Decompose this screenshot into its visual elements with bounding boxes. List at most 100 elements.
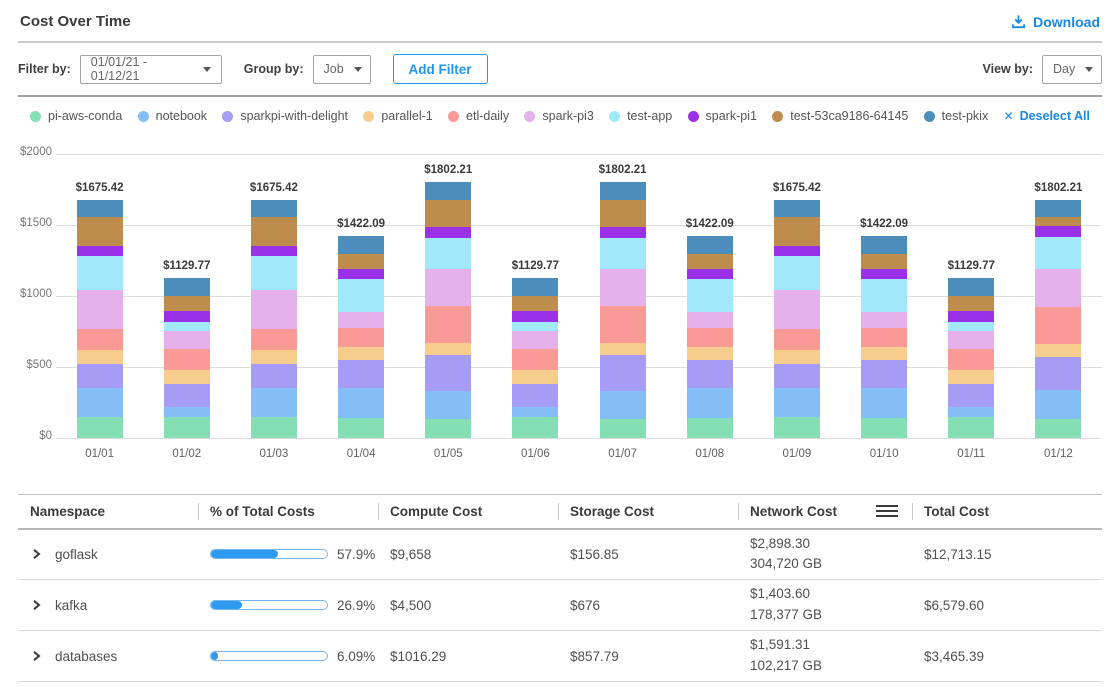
- legend-item-etl-daily[interactable]: etl-daily: [448, 109, 509, 123]
- bar-segment-spark-pi3[interactable]: [948, 331, 994, 349]
- bar-segment-etl-daily[interactable]: [861, 328, 907, 347]
- bar-segment-spark-pi3[interactable]: [512, 331, 558, 349]
- bar-segment-test-53ca9186-64145[interactable]: [338, 254, 384, 268]
- bar-segment-notebook[interactable]: [861, 388, 907, 418]
- bar-segment-spark-pi3[interactable]: [1035, 269, 1081, 307]
- legend-item-parallel-1[interactable]: parallel-1: [363, 109, 432, 123]
- bar-segment-test-app[interactable]: [774, 256, 820, 290]
- bar-segment-notebook[interactable]: [948, 407, 994, 416]
- bar-segment-parallel-1[interactable]: [512, 370, 558, 383]
- bar-segment-test-pkix[interactable]: [512, 278, 558, 296]
- bar-segment-spark-pi3[interactable]: [164, 331, 210, 349]
- bar-segment-sparkpi-with-delight[interactable]: [77, 364, 123, 387]
- bar-segment-test-app[interactable]: [251, 256, 297, 290]
- bar-segment-notebook[interactable]: [251, 388, 297, 418]
- bar-segment-pi-aws-conda[interactable]: [1035, 419, 1081, 438]
- bar-segment-test-app[interactable]: [687, 279, 733, 311]
- bar-segment-test-53ca9186-64145[interactable]: [1035, 217, 1081, 226]
- bar-segment-parallel-1[interactable]: [77, 350, 123, 365]
- bar-segment-parallel-1[interactable]: [1035, 344, 1081, 357]
- bar-segment-notebook[interactable]: [338, 388, 384, 418]
- bar-segment-test-pkix[interactable]: [861, 236, 907, 254]
- bar-segment-spark-pi1[interactable]: [251, 246, 297, 256]
- bar-segment-etl-daily[interactable]: [948, 349, 994, 370]
- bar-segment-parallel-1[interactable]: [861, 347, 907, 361]
- stacked-bar-01/02[interactable]: [164, 278, 210, 438]
- bar-segment-pi-aws-conda[interactable]: [338, 418, 384, 438]
- bar-segment-test-pkix[interactable]: [425, 182, 471, 200]
- bar-segment-sparkpi-with-delight[interactable]: [687, 360, 733, 388]
- bar-segment-parallel-1[interactable]: [600, 343, 646, 355]
- stacked-bar-01/06[interactable]: [512, 278, 558, 438]
- bar-segment-sparkpi-with-delight[interactable]: [774, 364, 820, 387]
- bar-segment-notebook[interactable]: [77, 388, 123, 418]
- bar-segment-test-53ca9186-64145[interactable]: [861, 254, 907, 268]
- menu-icon[interactable]: [874, 504, 900, 518]
- expand-chevron-right-icon[interactable]: [30, 548, 42, 560]
- stacked-bar-01/07[interactable]: [600, 182, 646, 438]
- bar-segment-spark-pi1[interactable]: [338, 269, 384, 279]
- bar-segment-spark-pi1[interactable]: [687, 269, 733, 279]
- bar-segment-spark-pi3[interactable]: [600, 269, 646, 306]
- bar-segment-etl-daily[interactable]: [512, 349, 558, 370]
- bar-segment-test-pkix[interactable]: [948, 278, 994, 296]
- bar-segment-spark-pi1[interactable]: [861, 269, 907, 279]
- deselect-all-button[interactable]: ✕ Deselect All: [1004, 109, 1090, 123]
- bar-segment-etl-daily[interactable]: [338, 328, 384, 347]
- stacked-bar-01/04[interactable]: [338, 236, 384, 438]
- bar-segment-notebook[interactable]: [164, 407, 210, 416]
- bar-segment-test-pkix[interactable]: [164, 278, 210, 296]
- expand-chevron-right-icon[interactable]: [30, 650, 42, 662]
- bar-segment-test-pkix[interactable]: [251, 200, 297, 217]
- bar-segment-parallel-1[interactable]: [687, 347, 733, 361]
- bar-segment-sparkpi-with-delight[interactable]: [164, 384, 210, 408]
- bar-segment-notebook[interactable]: [512, 407, 558, 416]
- bar-segment-parallel-1[interactable]: [338, 347, 384, 361]
- bar-segment-spark-pi1[interactable]: [425, 227, 471, 238]
- bar-segment-spark-pi1[interactable]: [512, 311, 558, 322]
- bar-segment-pi-aws-conda[interactable]: [600, 419, 646, 438]
- legend-item-sparkpi-with-delight[interactable]: sparkpi-with-delight: [222, 109, 348, 123]
- stacked-bar-01/05[interactable]: [425, 182, 471, 438]
- bar-segment-sparkpi-with-delight[interactable]: [425, 355, 471, 391]
- bar-segment-test-53ca9186-64145[interactable]: [164, 296, 210, 311]
- bar-segment-pi-aws-conda[interactable]: [425, 419, 471, 438]
- bar-segment-pi-aws-conda[interactable]: [687, 418, 733, 438]
- stacked-bar-01/12[interactable]: [1035, 200, 1081, 438]
- bar-segment-test-53ca9186-64145[interactable]: [948, 296, 994, 311]
- stacked-bar-01/01[interactable]: [77, 200, 123, 438]
- bar-segment-test-53ca9186-64145[interactable]: [687, 254, 733, 268]
- legend-item-test-pkix[interactable]: test-pkix: [924, 109, 989, 123]
- legend-item-spark-pi3[interactable]: spark-pi3: [524, 109, 593, 123]
- bar-segment-test-53ca9186-64145[interactable]: [512, 296, 558, 311]
- bar-segment-spark-pi1[interactable]: [1035, 226, 1081, 236]
- legend-item-spark-pi1[interactable]: spark-pi1: [688, 109, 757, 123]
- bar-segment-spark-pi3[interactable]: [774, 290, 820, 330]
- bar-segment-test-pkix[interactable]: [600, 182, 646, 200]
- bar-segment-spark-pi1[interactable]: [77, 246, 123, 256]
- bar-segment-pi-aws-conda[interactable]: [512, 417, 558, 438]
- bar-segment-test-app[interactable]: [1035, 237, 1081, 269]
- bar-segment-etl-daily[interactable]: [77, 329, 123, 349]
- stacked-bar-01/03[interactable]: [251, 200, 297, 438]
- stacked-bar-01/10[interactable]: [861, 236, 907, 438]
- bar-segment-sparkpi-with-delight[interactable]: [600, 355, 646, 391]
- bar-segment-test-app[interactable]: [77, 256, 123, 290]
- bar-segment-spark-pi3[interactable]: [251, 290, 297, 330]
- bar-segment-etl-daily[interactable]: [1035, 307, 1081, 344]
- bar-segment-test-53ca9186-64145[interactable]: [77, 217, 123, 246]
- bar-segment-pi-aws-conda[interactable]: [948, 417, 994, 438]
- bar-segment-test-53ca9186-64145[interactable]: [425, 200, 471, 227]
- bar-segment-test-pkix[interactable]: [338, 236, 384, 254]
- bar-segment-sparkpi-with-delight[interactable]: [948, 384, 994, 408]
- legend-item-pi-aws-conda[interactable]: pi-aws-conda: [30, 109, 122, 123]
- bar-segment-spark-pi3[interactable]: [687, 312, 733, 328]
- group-by-dropdown[interactable]: Job: [313, 55, 371, 84]
- bar-segment-notebook[interactable]: [425, 391, 471, 419]
- stacked-bar-01/08[interactable]: [687, 236, 733, 438]
- bar-segment-test-53ca9186-64145[interactable]: [774, 217, 820, 246]
- bar-segment-test-53ca9186-64145[interactable]: [251, 217, 297, 246]
- bar-segment-spark-pi3[interactable]: [77, 290, 123, 330]
- bar-segment-parallel-1[interactable]: [164, 370, 210, 383]
- bar-segment-parallel-1[interactable]: [774, 350, 820, 365]
